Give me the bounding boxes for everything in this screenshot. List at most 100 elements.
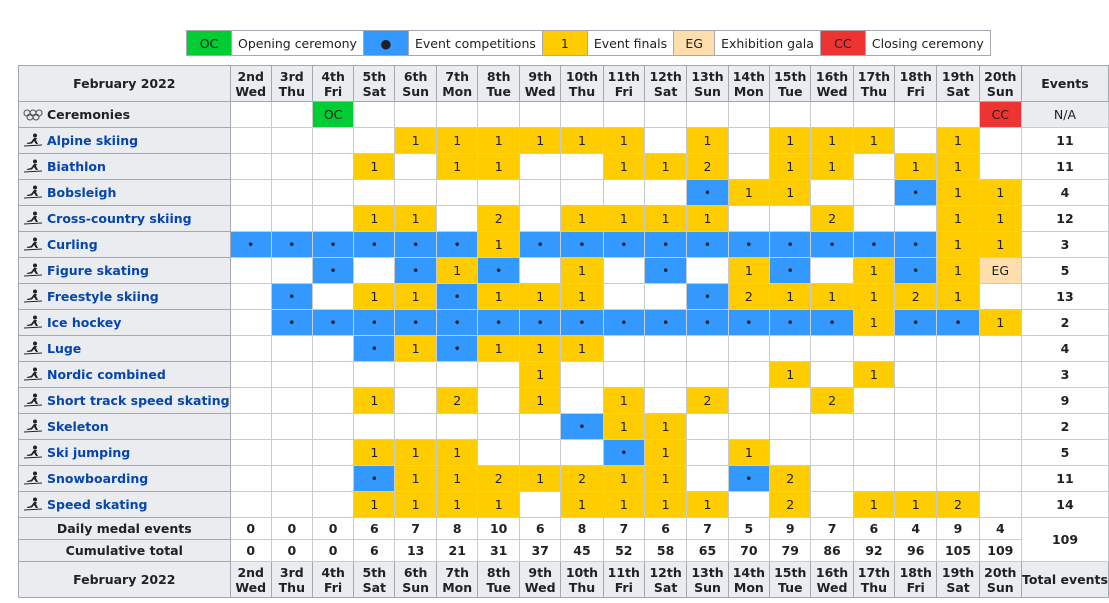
day-cell: 1 bbox=[936, 283, 980, 310]
sport-name[interactable]: Figure skating bbox=[47, 263, 149, 278]
day-cell: • bbox=[436, 283, 479, 310]
legend-label-fi: Event finals bbox=[586, 30, 675, 56]
day-cell bbox=[894, 361, 938, 388]
day-cell bbox=[229, 439, 272, 466]
sport-name[interactable]: Cross-country skiing bbox=[47, 211, 192, 226]
day-cell bbox=[643, 283, 688, 310]
day-cell bbox=[270, 491, 313, 518]
day-number: 5th bbox=[362, 68, 387, 84]
day-cell bbox=[936, 101, 980, 128]
day-cell bbox=[852, 179, 896, 206]
cumulative-value: 79 bbox=[769, 539, 812, 562]
day-cell: 1 bbox=[602, 465, 645, 492]
day-cell: • bbox=[852, 231, 896, 258]
day-cell: 1 bbox=[978, 179, 1022, 206]
day-cell bbox=[560, 361, 604, 388]
day-cell bbox=[852, 387, 896, 414]
sport-name[interactable]: Freestyle skiing bbox=[47, 289, 159, 304]
sport-name[interactable]: Luge bbox=[47, 341, 82, 356]
sport-cell: Luge bbox=[18, 335, 231, 362]
sport-name[interactable]: Curling bbox=[47, 237, 98, 252]
cumulative-value: 65 bbox=[686, 539, 729, 562]
day-cell: • bbox=[436, 309, 479, 336]
day-cell bbox=[229, 101, 272, 128]
sport-name[interactable]: Short track speed skating bbox=[47, 393, 230, 408]
day-cell bbox=[894, 465, 938, 492]
day-weekday: Mon bbox=[442, 83, 473, 99]
daily-value: 7 bbox=[394, 517, 438, 540]
day-cell bbox=[936, 361, 980, 388]
day-cell: • bbox=[353, 309, 396, 336]
day-weekday: Wed bbox=[524, 579, 556, 595]
sport-name[interactable]: Alpine skiing bbox=[47, 133, 139, 148]
day-weekday: Wed bbox=[235, 83, 267, 99]
cumulative-row: Cumulative total 0 0 0 6 13 21 31 37 45 52 58 65 70 79… bbox=[18, 539, 1109, 562]
day-cell: 1 bbox=[560, 491, 604, 518]
day-header: 11th Fri bbox=[602, 65, 645, 102]
sport-name[interactable]: Snowboarding bbox=[47, 471, 149, 486]
bobsleigh-icon bbox=[23, 185, 43, 199]
day-cell bbox=[229, 283, 272, 310]
day-cell bbox=[477, 413, 521, 440]
day-cell: 1 bbox=[852, 127, 896, 154]
day-cell bbox=[270, 127, 313, 154]
sport-total: 13 bbox=[1020, 283, 1109, 310]
day-cell bbox=[727, 491, 771, 518]
day-cell bbox=[270, 465, 313, 492]
day-number: 11th bbox=[607, 564, 640, 580]
sport-cell: Nordic combined bbox=[18, 361, 231, 388]
day-cell bbox=[477, 101, 521, 128]
daily-value: 0 bbox=[311, 517, 355, 540]
day-cell: 1 bbox=[353, 283, 396, 310]
sport-name[interactable]: Ice hockey bbox=[47, 315, 122, 330]
day-cell: • bbox=[643, 231, 688, 258]
sport-name[interactable]: Ski jumping bbox=[47, 445, 131, 460]
day-cell bbox=[436, 205, 479, 232]
sport-name[interactable]: Speed skating bbox=[47, 497, 148, 512]
day-cell: 1 bbox=[852, 257, 896, 284]
day-cell: • bbox=[560, 413, 604, 440]
day-cell: 1 bbox=[602, 387, 645, 414]
sport-cell: Ceremonies bbox=[18, 101, 231, 128]
day-cell bbox=[394, 153, 438, 180]
daily-value: 4 bbox=[978, 517, 1022, 540]
day-cell bbox=[602, 335, 645, 362]
day-cell: • bbox=[519, 309, 562, 336]
sport-name[interactable]: Nordic combined bbox=[47, 367, 166, 382]
sport-total: 11 bbox=[1020, 127, 1109, 154]
day-weekday: Fri bbox=[614, 83, 633, 99]
day-cell bbox=[852, 465, 896, 492]
day-cell: • bbox=[602, 231, 645, 258]
cumulative-value: 96 bbox=[894, 539, 938, 562]
day-cell: 1 bbox=[519, 127, 562, 154]
day-cell bbox=[519, 439, 562, 466]
sport-name[interactable]: Biathlon bbox=[47, 159, 106, 174]
day-cell: 1 bbox=[727, 257, 771, 284]
day-cell bbox=[602, 283, 645, 310]
day-cell bbox=[769, 101, 812, 128]
day-cell: • bbox=[810, 231, 854, 258]
legend-swatch-oc: OC bbox=[186, 30, 232, 56]
day-weekday: Tue bbox=[486, 579, 511, 595]
day-cell bbox=[394, 361, 438, 388]
sport-total: 2 bbox=[1020, 309, 1109, 336]
day-number: 4th bbox=[321, 68, 345, 84]
day-header: 5th Sat bbox=[353, 561, 396, 598]
day-cell: 1 bbox=[643, 413, 688, 440]
day-cell: • bbox=[769, 309, 812, 336]
day-header: 14th Mon bbox=[727, 65, 771, 102]
day-cell: 2 bbox=[810, 387, 854, 414]
day-cell bbox=[519, 153, 562, 180]
day-weekday: Wed bbox=[816, 83, 848, 99]
day-cell: 1 bbox=[394, 491, 438, 518]
day-cell bbox=[477, 439, 521, 466]
day-weekday: Sat bbox=[946, 579, 970, 595]
day-number: 5th bbox=[362, 564, 387, 580]
sport-name[interactable]: Skeleton bbox=[47, 419, 109, 434]
day-cell: 1 bbox=[643, 465, 688, 492]
day-cell bbox=[810, 439, 854, 466]
day-cell: • bbox=[686, 231, 729, 258]
daily-label: Daily medal events bbox=[18, 517, 231, 540]
sport-name[interactable]: Bobsleigh bbox=[47, 185, 117, 200]
day-cell bbox=[229, 153, 272, 180]
